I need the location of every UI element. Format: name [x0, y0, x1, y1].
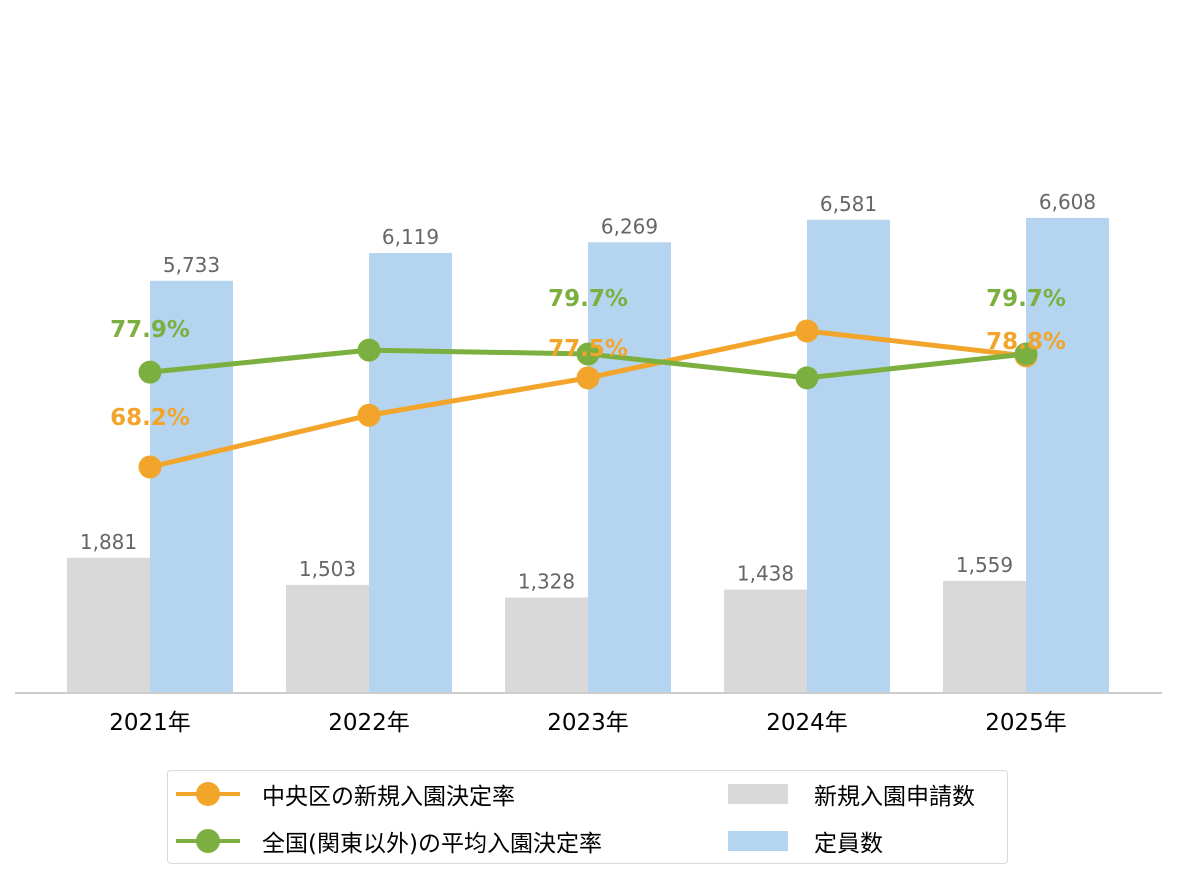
line-point: [357, 403, 381, 427]
bar: [369, 253, 452, 694]
bar: [286, 584, 369, 693]
line-value-label: 79.7%: [986, 286, 1066, 312]
bar: [943, 580, 1026, 693]
line-value-label: 77.9%: [110, 317, 190, 343]
x-tick-label: 2025年: [985, 710, 1067, 736]
bar-value-label: 1,438: [737, 562, 794, 586]
bar: [807, 219, 890, 693]
bar-value-label: 1,559: [956, 553, 1013, 577]
legend-label: 定員数: [814, 831, 883, 857]
line-point: [138, 360, 162, 384]
bar-value-label: 6,269: [601, 214, 658, 238]
legend-marker: [196, 782, 220, 806]
bar-value-label: 6,119: [382, 225, 439, 249]
x-tick-label: 2021年: [109, 710, 191, 736]
bar-value-label: 6,608: [1039, 190, 1096, 214]
line-value-label: 79.7%: [548, 286, 628, 312]
line-point: [576, 342, 600, 366]
legend-label: 全国(関東以外)の平均入園決定率: [262, 831, 602, 857]
x-tick-label: 2023年: [547, 710, 629, 736]
x-tick-label: 2022年: [328, 710, 410, 736]
legend-label: 新規入園申請数: [814, 784, 975, 810]
bar: [1026, 217, 1109, 693]
line-point: [576, 366, 600, 390]
bar-value-label: 5,733: [163, 253, 220, 277]
line-value-label: 68.2%: [110, 405, 190, 431]
legend-item-chuo-rate: 中央区の新規入園決定率: [176, 779, 515, 810]
line-value-label: 78.8%: [986, 329, 1066, 355]
bar: [724, 589, 807, 693]
legend-bar-swatch: [728, 831, 788, 851]
bar-value-label: 1,503: [299, 557, 356, 581]
line-point: [138, 455, 162, 479]
bar: [150, 280, 233, 693]
line-value-label: 77.5%: [548, 336, 628, 362]
x-tick-label: 2024年: [766, 710, 848, 736]
line-point: [357, 338, 381, 362]
line-point: [1014, 342, 1038, 366]
line-point: [795, 366, 819, 390]
bar-value-label: 6,581: [820, 192, 877, 216]
legend-bar-swatch: [728, 784, 788, 804]
legend-item-national-rate: 全国(関東以外)の平均入園決定率: [176, 826, 602, 857]
bar-value-label: 1,881: [80, 530, 137, 554]
legend-item-capacity: 定員数: [728, 826, 883, 857]
legend: 中央区の新規入園決定率 新規入園申請数 全国(関東以外)の平均入園決定率 定員数: [167, 770, 1008, 864]
legend-label: 中央区の新規入園決定率: [262, 784, 515, 810]
bar: [588, 242, 671, 693]
legend-line-swatch: [176, 826, 240, 856]
legend-item-applications: 新規入園申請数: [728, 779, 975, 810]
bar: [67, 557, 150, 693]
bar: [505, 597, 588, 693]
bar-value-label: 1,328: [518, 570, 575, 594]
line-point: [795, 319, 819, 343]
legend-marker: [196, 829, 220, 853]
legend-line-swatch: [176, 779, 240, 809]
